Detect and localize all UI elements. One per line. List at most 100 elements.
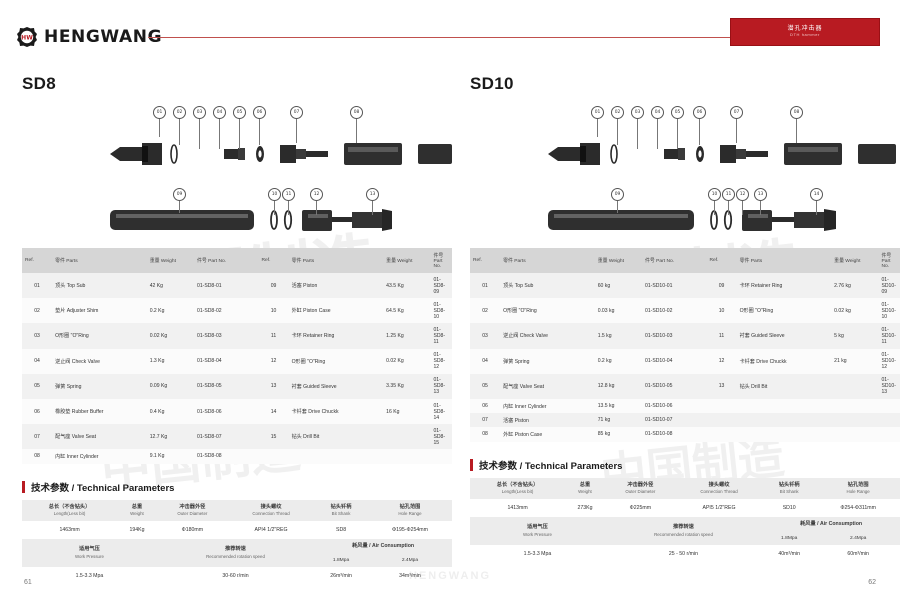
callout-bubble[interactable]: 08 — [790, 106, 803, 119]
callout-bubble[interactable]: 05 — [233, 106, 246, 119]
callout-bubble[interactable]: 12 — [736, 188, 749, 201]
cell-weight: 1.5 kg — [597, 332, 612, 339]
tech-header-row: 总长（不含钻头） Length(Less bit) 总重 Weight 冲击器外… — [470, 477, 900, 499]
tech-val-rotation-speed: 25 - 50 r/min — [604, 545, 763, 563]
callout-leader — [714, 201, 715, 215]
callout-bubble[interactable]: 08 — [350, 106, 363, 119]
callout-leader — [288, 201, 289, 215]
exploded-diagram-sd10: 01 02 03 04 05 06 07 08 — [470, 102, 900, 242]
svg-text:HW: HW — [21, 35, 33, 42]
cell-weight: 42 Kg — [149, 282, 163, 289]
callout-bubble[interactable]: 03 — [631, 106, 644, 119]
callout-bubble[interactable]: 13 — [754, 188, 767, 201]
cell-weight — [831, 374, 878, 399]
callout-leader — [179, 201, 180, 213]
tech-val-weight: 273Kg — [565, 498, 605, 517]
callout-bubble[interactable]: 11 — [722, 188, 735, 201]
tech-val-thread: API5 1/2"REG — [675, 498, 763, 517]
callout-bubble[interactable]: 10 — [268, 188, 281, 201]
tech-col-outer-diameter: 冲击器外径 Outer Diameter — [625, 481, 656, 494]
callout-bubble[interactable]: 06 — [693, 106, 706, 119]
cell-part-no: 01-SD8-09 — [433, 276, 446, 295]
callout-leader — [796, 119, 797, 143]
callout-leader — [728, 201, 729, 215]
diagram-row-a — [110, 143, 452, 165]
cell-weight: 3.35 Kg — [386, 383, 404, 390]
banner-title-cn: 潜孔冲击器 — [787, 26, 823, 33]
callout-leader — [760, 201, 761, 215]
callout-bubble[interactable]: 03 — [193, 106, 206, 119]
callout-bubble[interactable]: 06 — [253, 106, 266, 119]
callout-bubble[interactable]: 13 — [366, 188, 379, 201]
cell-ref: 06 — [482, 403, 488, 410]
cell-weight — [831, 427, 878, 441]
callout-bubble[interactable]: 05 — [671, 106, 684, 119]
callout-bubble[interactable]: 07 — [730, 106, 743, 119]
tech-col-outer-diameter: 冲击器外径 Outer Diameter — [177, 503, 208, 516]
tech-air-sub-24: 2.4Mpa — [816, 532, 900, 545]
cell-part-no — [878, 399, 900, 413]
cell-part-no: 01-SD10-02 — [644, 307, 673, 314]
col-weight: 重量 Weight — [594, 248, 642, 273]
heading-accent-bar — [22, 480, 25, 493]
callout-bubble[interactable]: 09 — [611, 188, 624, 201]
cell-part: O形圈 "O"Ring — [739, 308, 774, 315]
cell-part-no — [878, 413, 900, 427]
tech-header-row-2: 适用气压 Work Pressure 推荐转速 Recommended rota… — [470, 516, 900, 537]
cell-ref — [706, 427, 736, 441]
cell-part-no: 01-SD10-12 — [881, 352, 896, 371]
cell-weight: 12.7 Kg — [149, 433, 168, 440]
callout-bubble[interactable]: 01 — [153, 106, 166, 119]
callout-bubble[interactable]: 10 — [708, 188, 721, 201]
cell-part: 逆止阀 Check Valve — [55, 358, 101, 365]
tech-val-weight: 194Kg — [117, 520, 157, 539]
cell-part: 衬套 Guided Sleeve — [291, 383, 337, 390]
table-row: 01 顶头 Top Sub 42 Kg 01-SD8-01 09 活塞 Pist… — [22, 273, 452, 299]
callout-leader — [657, 119, 658, 149]
cell-ref: 15 — [270, 433, 277, 440]
col-weight: 重量 Weight — [831, 248, 879, 273]
exploded-diagram-sd8: 01 02 03 04 05 06 07 08 — [22, 102, 452, 242]
callout-leader — [742, 201, 743, 215]
callout-bubble[interactable]: 07 — [290, 106, 303, 119]
callout-bubble[interactable]: 14 — [810, 188, 823, 201]
cell-ref: 01 — [482, 282, 488, 289]
cell-part-no: 01-SD10-10 — [881, 301, 896, 320]
tech-header-row-2: 适用气压 Work Pressure 推荐转速 Recommended rota… — [22, 538, 452, 559]
cell-ref: 09 — [270, 282, 277, 289]
callout-bubble[interactable]: 04 — [651, 106, 664, 119]
brand-name: HENGWANG — [44, 27, 163, 47]
tech-col-thread: 接头螺纹 Connection Thread — [700, 481, 738, 494]
tech-params-heading: 技术参数 / Technical Parameters — [22, 480, 452, 494]
callout-bubble[interactable]: 02 — [611, 106, 624, 119]
callout-bubble[interactable]: 09 — [173, 188, 186, 201]
callout-bubble[interactable]: 11 — [282, 188, 295, 201]
cell-part: 钻头 Drill Bit — [291, 434, 320, 441]
cell-part-no: 01-SD10-13 — [881, 377, 896, 396]
tech-val-hole-range: Φ254-Φ311mm — [816, 498, 900, 517]
cell-weight: 85 kg — [597, 431, 611, 438]
cell-ref: 14 — [270, 408, 277, 415]
cell-ref: 04 — [482, 358, 488, 365]
cell-weight: 1.3 Kg — [149, 358, 165, 365]
cell-part: O形圈 "O"Ring — [291, 358, 326, 365]
col-ref: Ref. — [22, 248, 53, 273]
callout-bubble[interactable]: 12 — [310, 188, 323, 201]
cell-ref: 04 — [34, 358, 40, 365]
cell-weight — [383, 449, 430, 463]
tech-col-air-consumption: 耗风量 / Air Consumption — [800, 520, 863, 527]
tech-air-sub-18: 1.8Mpa — [762, 532, 817, 545]
col-part-no: 件号 Part No. — [878, 248, 900, 273]
callout-bubble[interactable]: 02 — [173, 106, 186, 119]
table-row: 07 配气座 Valve Seat 12.7 Kg 01-SD8-07 15 钻… — [22, 424, 452, 450]
col-parts: 零件 Parts — [52, 248, 147, 273]
tech-val-bit-shank: SD8 — [314, 520, 368, 539]
callout-bubble[interactable]: 04 — [213, 106, 226, 119]
cell-part: 垫片 Adjuster Shim — [55, 308, 99, 315]
cell-ref: 10 — [718, 307, 725, 314]
cell-weight: 9.1 Kg — [149, 453, 165, 460]
callout-leader — [199, 119, 200, 149]
cell-weight: 1.25 Kg — [386, 332, 404, 339]
callout-bubble[interactable]: 01 — [591, 106, 604, 119]
cell-weight: 2.76 kg — [834, 282, 851, 289]
